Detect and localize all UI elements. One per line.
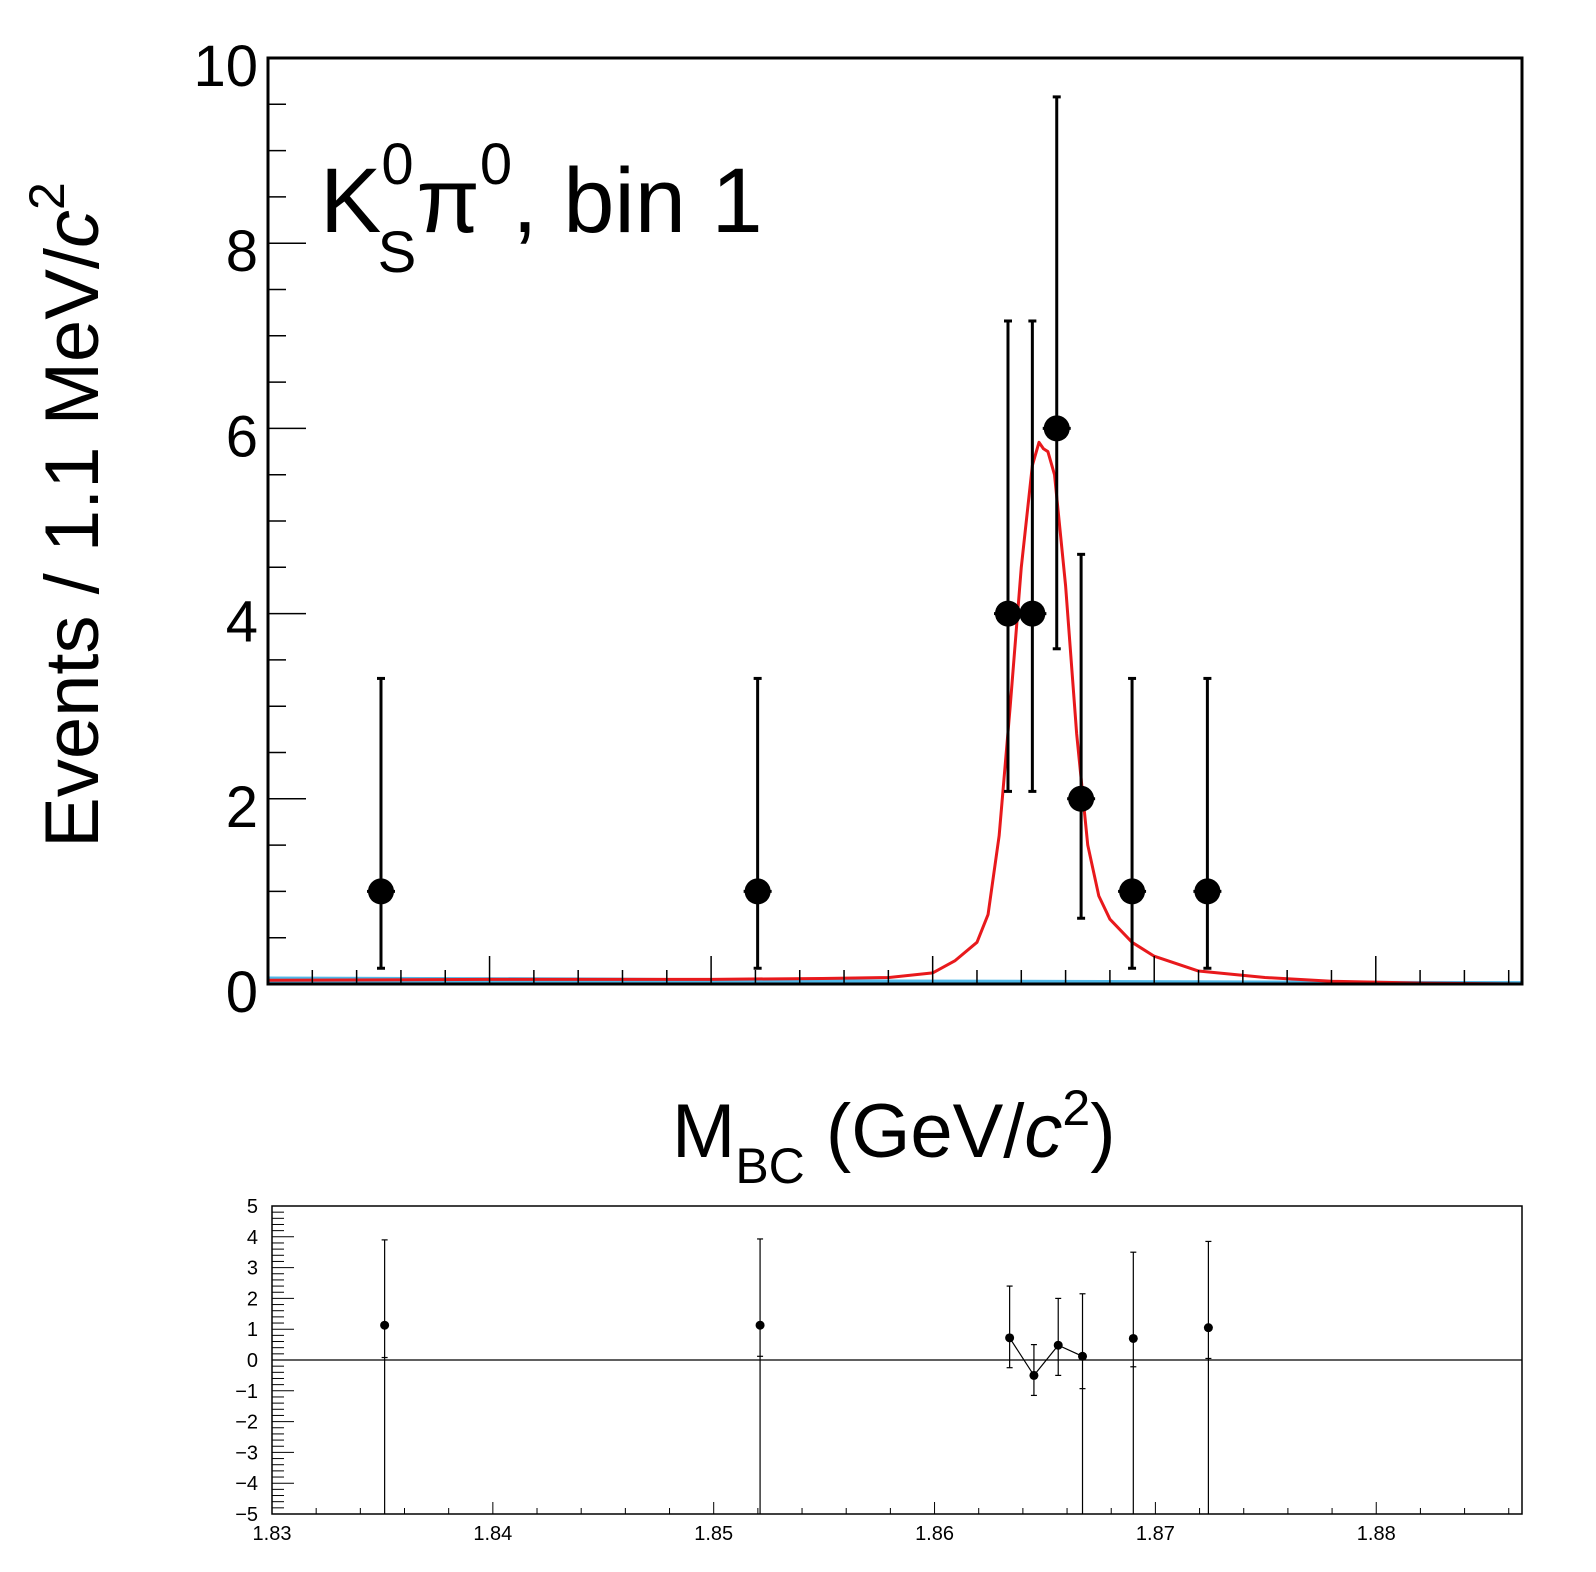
residual-marker xyxy=(1078,1351,1088,1361)
main-panel: 0 2 4 6 8 10 K0 Sπ0, bin 1 Events / 1.1 MeV/c2… xyxy=(19,34,1524,1194)
residual-x-tick-label: 1.88 xyxy=(1357,1523,1396,1545)
channel-annotation: K0 Sπ0, bin 1 xyxy=(320,132,763,285)
y-tick-label: 8 xyxy=(226,219,258,284)
residual-y-tick-label: −1 xyxy=(235,1381,258,1403)
data-marker xyxy=(744,878,771,905)
residual-point xyxy=(755,1238,765,1514)
y-tick-label: 2 xyxy=(226,775,258,840)
y-tick-label: 6 xyxy=(226,404,258,469)
residual-point xyxy=(1029,1343,1039,1397)
residual-y-tick-label: 0 xyxy=(247,1350,258,1372)
residual-y-ticks xyxy=(272,1205,294,1515)
y-tick-label: 4 xyxy=(226,590,258,655)
data-marker xyxy=(1019,600,1046,627)
data-point xyxy=(366,676,395,970)
main-y-ticks xyxy=(268,57,306,985)
residual-point xyxy=(1005,1285,1015,1369)
residual-x-ticks xyxy=(271,1502,1510,1514)
residual-y-tick-label: 4 xyxy=(247,1227,258,1249)
residual-marker xyxy=(1005,1333,1015,1343)
residual-point xyxy=(1078,1293,1088,1514)
residual-point xyxy=(380,1239,390,1514)
data-point xyxy=(1118,676,1147,970)
residual-points-layer xyxy=(380,1238,1213,1514)
data-marker xyxy=(1194,878,1221,905)
residual-y-tick-label: −4 xyxy=(235,1473,258,1495)
main-y-tick-labels: 0 2 4 6 8 10 xyxy=(193,34,258,1025)
data-point xyxy=(743,676,772,970)
residual-tick-labels: 5 4 3 2 1 0 −1 −2 −3 −4 −51.83 1.84 1.85 1.86 1.87 1.88 xyxy=(235,1196,1396,1545)
residual-y-tick-label: −2 xyxy=(235,1412,258,1434)
residual-connector xyxy=(1009,1337,1083,1377)
residual-x-tick-label: 1.83 xyxy=(253,1523,292,1545)
residual-marker xyxy=(1053,1340,1063,1350)
main-x-ticks xyxy=(267,956,1510,984)
residual-x-tick-label: 1.87 xyxy=(1136,1523,1175,1545)
residual-y-tick-label: 1 xyxy=(247,1319,258,1341)
data-points-layer xyxy=(366,95,1222,970)
data-point xyxy=(1193,676,1222,970)
fit-curve-layer xyxy=(267,440,1523,986)
residual-y-tick-label: 5 xyxy=(247,1196,258,1218)
x-axis-label: MBC (GeV/c2) xyxy=(672,1080,1116,1194)
residual-plot-frame xyxy=(271,1205,1523,1515)
residual-y-tick-label: −3 xyxy=(235,1442,258,1464)
data-point xyxy=(1042,95,1071,651)
residual-marker xyxy=(1029,1370,1039,1380)
data-marker xyxy=(367,878,394,905)
residual-marker xyxy=(755,1320,765,1330)
residual-point xyxy=(1053,1297,1063,1377)
y-axis-label: Events / 1.1 MeV/c2 xyxy=(19,182,115,848)
y-tick-label: 10 xyxy=(193,34,258,99)
residual-marker xyxy=(1128,1333,1138,1343)
data-marker xyxy=(1068,785,1095,812)
residual-x-tick-label: 1.84 xyxy=(473,1523,512,1545)
data-marker xyxy=(994,600,1021,627)
y-tick-label: 0 xyxy=(226,960,258,1025)
data-point xyxy=(1067,552,1096,920)
data-point xyxy=(1018,319,1047,793)
main-plot-frame xyxy=(266,56,1524,986)
residual-marker xyxy=(1203,1323,1213,1333)
residual-point xyxy=(1128,1251,1138,1514)
residual-x-tick-label: 1.85 xyxy=(694,1523,733,1545)
residual-panel: 5 4 3 2 1 0 −1 −2 −3 −4 −51.83 1.84 1.85 1.86 1.87 1.88 xyxy=(235,1196,1523,1545)
residual-y-tick-label: −5 xyxy=(235,1504,258,1526)
residual-x-tick-label: 1.86 xyxy=(915,1523,954,1545)
data-point xyxy=(993,319,1022,793)
residual-y-tick-label: 3 xyxy=(247,1258,258,1280)
data-marker xyxy=(1119,878,1146,905)
fit-curve xyxy=(267,440,1523,986)
residual-point xyxy=(1203,1240,1213,1514)
data-marker xyxy=(1043,415,1070,442)
residual-marker xyxy=(380,1320,390,1330)
residual-y-tick-label: 2 xyxy=(247,1288,258,1310)
